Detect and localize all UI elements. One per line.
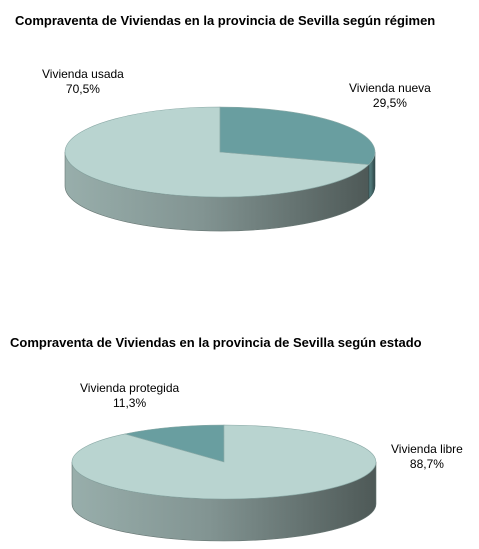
slice-label-vivienda-usada: Vivienda usada 70,5% (42, 67, 124, 97)
slice-label-vivienda-nueva: Vivienda nueva 29,5% (349, 81, 431, 111)
chart-title: Compraventa de Viviendas en la provincia… (10, 335, 422, 350)
pie-slices (71, 424, 377, 500)
slice-label-value: 29,5% (372, 96, 407, 110)
pie-chart-estado: Compraventa de Viviendas en la provincia… (0, 322, 479, 549)
slice-label-name: Vivienda nueva (349, 81, 431, 95)
slice-label-name: Vivienda usada (42, 67, 124, 81)
chart-title: Compraventa de Viviendas en la provincia… (15, 13, 436, 28)
pie-slice-0 (64, 106, 370, 198)
pie-slice-1 (219, 106, 376, 165)
pie-slices (64, 106, 376, 198)
slice-label-value: 70,5% (65, 82, 100, 96)
pie-slice-0 (124, 424, 225, 463)
slice-label-vivienda-libre: Vivienda libre 88,7% (391, 442, 463, 472)
pie-3d-svg (71, 424, 377, 542)
slice-label-vivienda-protegida: Vivienda protegida 11,3% (80, 381, 179, 411)
slice-label-value: 11,3% (113, 396, 147, 410)
pie-slice-1 (71, 424, 377, 500)
slice-label-name: Vivienda protegida (80, 381, 180, 395)
slice-label-value: 88,7% (409, 457, 444, 471)
pie-3d-svg (64, 106, 376, 232)
slice-label-name: Vivienda libre (391, 442, 463, 456)
pie-chart-regimen: Compraventa de Viviendas en la provincia… (0, 0, 479, 270)
